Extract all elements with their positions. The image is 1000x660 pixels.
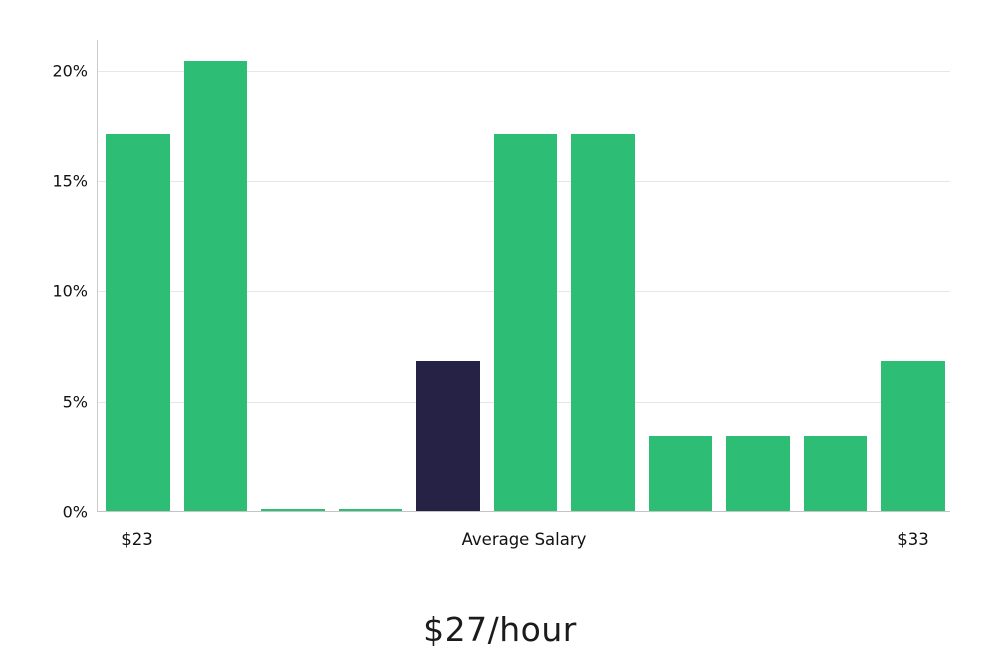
y-tick-label: 10% bbox=[52, 281, 88, 301]
y-tick-label: 0% bbox=[62, 502, 88, 522]
bar-average-salary bbox=[416, 361, 480, 511]
bar bbox=[106, 133, 170, 511]
y-tick-label: 5% bbox=[62, 392, 88, 412]
bar bbox=[493, 133, 558, 511]
x-axis-label-max: $33 bbox=[897, 530, 929, 549]
bar bbox=[183, 61, 248, 511]
gridline bbox=[98, 70, 950, 72]
bar bbox=[726, 436, 790, 511]
x-axis-label-min: $23 bbox=[121, 530, 153, 549]
chart-title: $27/hour bbox=[423, 610, 577, 649]
plot-area bbox=[97, 40, 950, 512]
bar bbox=[261, 508, 325, 511]
x-axis-label-average-salary: Average Salary bbox=[461, 530, 587, 549]
bar bbox=[881, 361, 946, 511]
bar bbox=[648, 436, 713, 511]
y-tick-label: 15% bbox=[52, 171, 88, 191]
bar bbox=[571, 133, 635, 511]
bar bbox=[803, 436, 868, 511]
bars bbox=[106, 40, 946, 511]
bar bbox=[338, 508, 403, 511]
y-tick-label: 20% bbox=[52, 61, 88, 81]
